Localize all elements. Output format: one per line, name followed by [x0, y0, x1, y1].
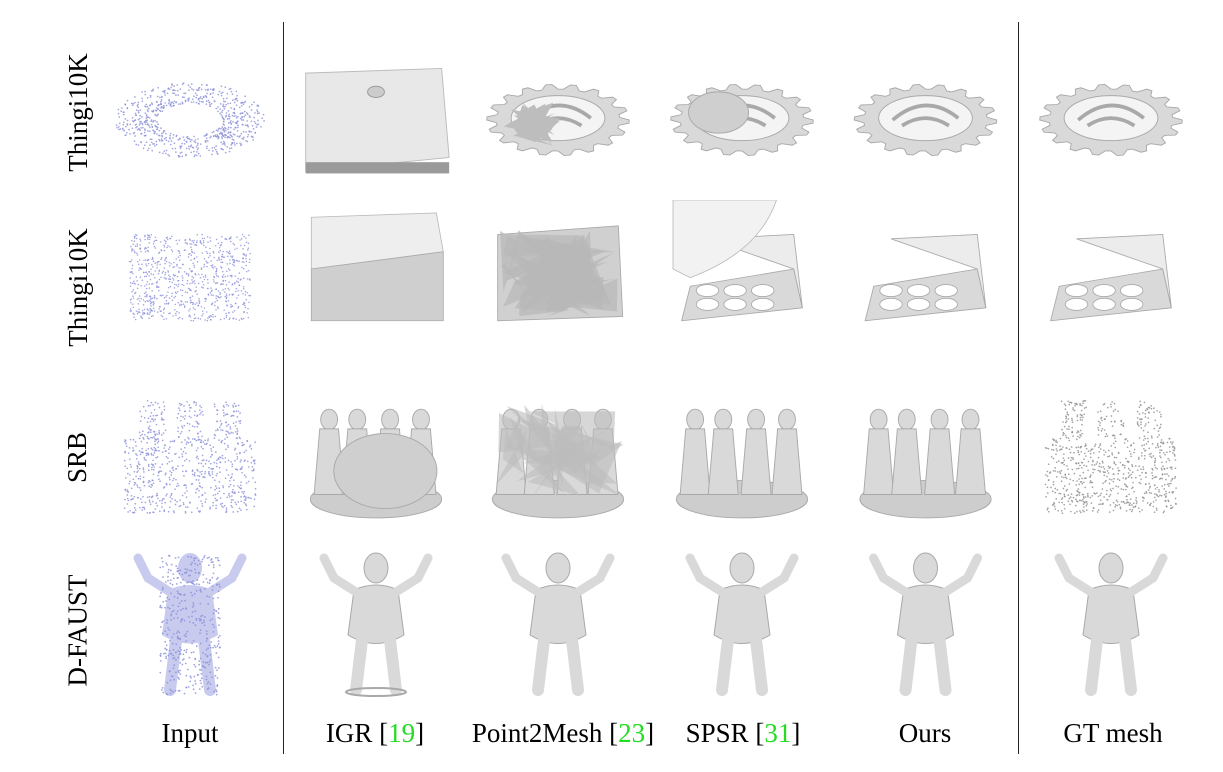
thumbnail-gear-5 [1022, 45, 1200, 195]
thumbnail-statue-3 [652, 382, 832, 532]
col-label-point2mesh: Point2Mesh [23] [471, 718, 655, 748]
col-label-gt: GT mesh [1063, 718, 1163, 748]
col-label-spsr: SPSR [31] [685, 718, 801, 748]
thumbnail-gear-1 [286, 45, 466, 195]
thumbnail-tray-0 [105, 200, 275, 338]
column-separator-right [1018, 22, 1019, 754]
thumbnail-statue-5 [1022, 382, 1200, 532]
thumbnail-gear-4 [838, 45, 1013, 195]
thumbnail-human-2 [468, 540, 648, 700]
thumbnail-gear-0 [105, 45, 275, 195]
row-label-1: Thingi10K [62, 52, 93, 172]
thumbnail-statue-1 [286, 382, 466, 532]
thumbnail-gear-3 [652, 45, 832, 195]
thumbnail-statue-4 [838, 382, 1013, 532]
thumbnail-human-4 [838, 540, 1013, 700]
thumbnail-gear-2 [468, 45, 648, 195]
col-label-ours: Ours [898, 718, 952, 748]
thumbnail-tray-5 [1022, 200, 1200, 338]
thumbnail-human-1 [286, 540, 466, 700]
thumbnail-tray-1 [286, 200, 466, 338]
thumbnail-human-5 [1022, 540, 1200, 700]
row-label-4: D-FAUST [62, 573, 93, 687]
thumbnail-human-3 [652, 540, 832, 700]
column-separator-left [283, 22, 284, 754]
thumbnail-statue-2 [468, 382, 648, 532]
col-label-igr: IGR [19] [325, 718, 425, 748]
thumbnail-tray-2 [468, 200, 648, 338]
col-label-input: Input [161, 718, 219, 748]
thumbnail-human-0 [105, 540, 275, 700]
row-label-2: Thingi10K [62, 227, 93, 347]
thumbnail-statue-0 [105, 382, 275, 532]
row-label-3: SRB [62, 431, 93, 483]
thumbnail-tray-4 [838, 200, 1013, 338]
thumbnail-tray-3 [652, 200, 832, 338]
